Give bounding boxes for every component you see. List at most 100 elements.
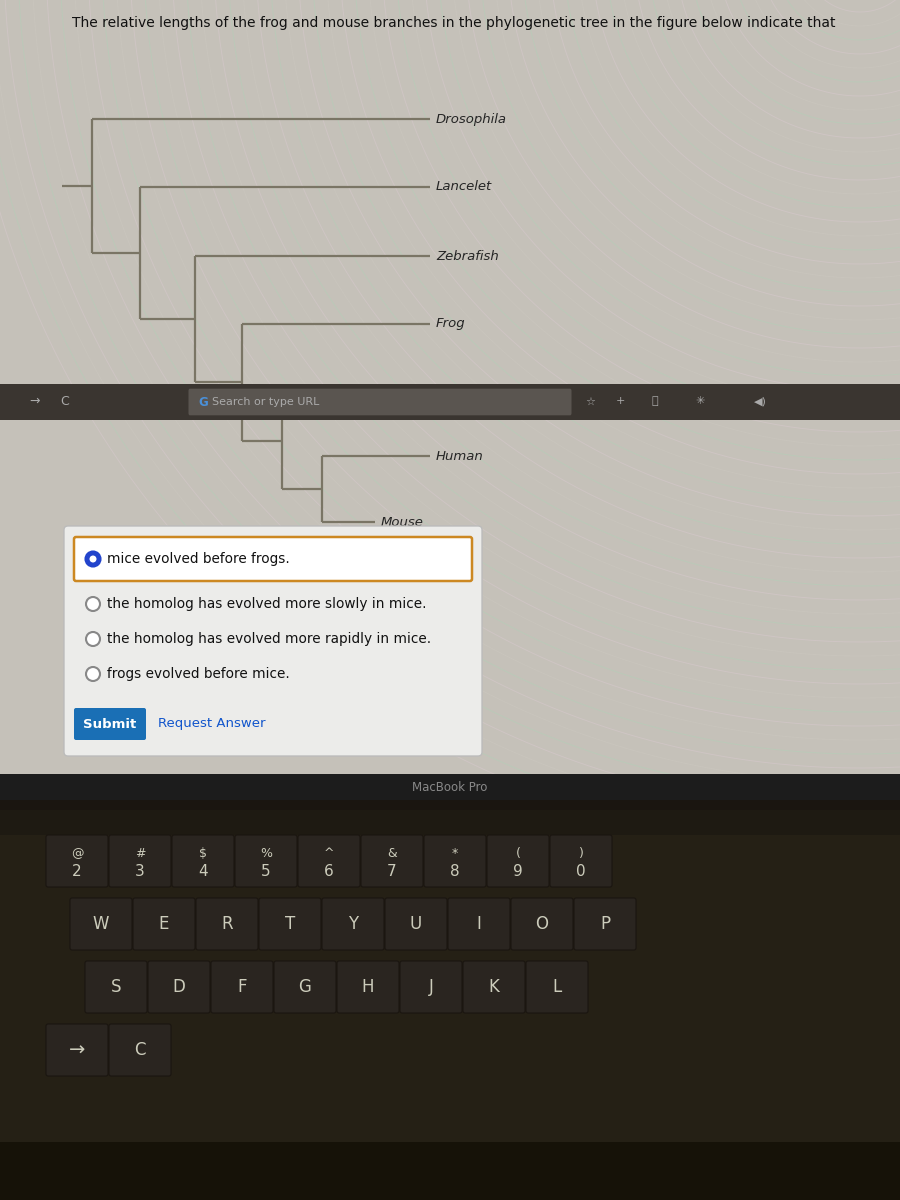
Circle shape xyxy=(86,552,101,566)
Bar xyxy=(0,1142,900,1200)
Text: Mouse: Mouse xyxy=(381,516,424,528)
FancyBboxPatch shape xyxy=(74,708,146,740)
Text: 3: 3 xyxy=(135,864,145,880)
FancyBboxPatch shape xyxy=(85,961,147,1013)
Text: Human: Human xyxy=(436,450,484,462)
FancyBboxPatch shape xyxy=(400,961,462,1013)
Text: 0: 0 xyxy=(576,864,586,880)
Text: Request Answer: Request Answer xyxy=(158,718,266,731)
Text: Drosophila: Drosophila xyxy=(436,113,507,126)
Text: 2: 2 xyxy=(72,864,82,880)
Text: Lancelet: Lancelet xyxy=(436,180,492,193)
FancyBboxPatch shape xyxy=(46,835,108,887)
Text: E: E xyxy=(158,914,169,934)
Text: 8: 8 xyxy=(450,864,460,880)
FancyBboxPatch shape xyxy=(424,835,486,887)
Circle shape xyxy=(86,632,100,646)
FancyBboxPatch shape xyxy=(526,961,588,1013)
Text: ☆: ☆ xyxy=(585,396,595,407)
Text: ): ) xyxy=(579,847,583,860)
Text: Zebrafish: Zebrafish xyxy=(436,250,499,263)
FancyBboxPatch shape xyxy=(109,835,171,887)
Text: 9: 9 xyxy=(513,864,523,880)
FancyBboxPatch shape xyxy=(574,898,636,950)
FancyBboxPatch shape xyxy=(448,898,510,950)
Text: C: C xyxy=(60,395,69,408)
Text: Frog: Frog xyxy=(436,318,465,330)
Text: Chicken: Chicken xyxy=(436,385,489,398)
Text: I: I xyxy=(477,914,482,934)
Text: MacBook Pro: MacBook Pro xyxy=(412,781,488,793)
FancyBboxPatch shape xyxy=(463,961,525,1013)
Text: R: R xyxy=(221,914,233,934)
Text: the homolog has evolved more rapidly in mice.: the homolog has evolved more rapidly in … xyxy=(107,632,431,646)
Text: ◀): ◀) xyxy=(753,396,767,407)
Text: #: # xyxy=(135,847,145,860)
Text: U: U xyxy=(410,914,422,934)
Text: Search or type URL: Search or type URL xyxy=(212,397,320,407)
FancyBboxPatch shape xyxy=(74,538,472,581)
Text: mice evolved before frogs.: mice evolved before frogs. xyxy=(107,552,290,566)
FancyBboxPatch shape xyxy=(235,835,297,887)
FancyBboxPatch shape xyxy=(361,835,423,887)
FancyBboxPatch shape xyxy=(322,898,384,950)
Text: Y: Y xyxy=(348,914,358,934)
FancyBboxPatch shape xyxy=(172,835,234,887)
Text: frogs evolved before mice.: frogs evolved before mice. xyxy=(107,667,290,680)
FancyBboxPatch shape xyxy=(188,389,572,415)
Text: 4: 4 xyxy=(198,864,208,880)
Text: →: → xyxy=(30,395,40,408)
Text: S: S xyxy=(111,978,122,996)
Text: D: D xyxy=(173,978,185,996)
Text: O: O xyxy=(536,914,548,934)
FancyBboxPatch shape xyxy=(274,961,336,1013)
Text: $: $ xyxy=(199,847,207,860)
Text: (: ( xyxy=(516,847,520,860)
Text: The relative lengths of the frog and mouse branches in the phylogenetic tree in : The relative lengths of the frog and mou… xyxy=(72,16,835,30)
Text: K: K xyxy=(489,978,500,996)
FancyBboxPatch shape xyxy=(109,1024,171,1076)
Circle shape xyxy=(86,667,100,680)
Text: →: → xyxy=(68,1040,86,1060)
Text: T: T xyxy=(285,914,295,934)
Text: &: & xyxy=(387,847,397,860)
Text: Submit: Submit xyxy=(84,718,137,731)
Text: 〈: 〈 xyxy=(652,396,658,407)
FancyBboxPatch shape xyxy=(70,898,132,950)
Circle shape xyxy=(89,556,96,563)
Text: ✳: ✳ xyxy=(696,396,705,407)
Text: @: @ xyxy=(71,847,83,860)
FancyBboxPatch shape xyxy=(487,835,549,887)
Text: 6: 6 xyxy=(324,864,334,880)
FancyBboxPatch shape xyxy=(196,898,258,950)
Text: ^: ^ xyxy=(324,847,334,860)
FancyBboxPatch shape xyxy=(385,898,447,950)
Text: P: P xyxy=(600,914,610,934)
FancyBboxPatch shape xyxy=(211,961,273,1013)
Text: 7: 7 xyxy=(387,864,397,880)
FancyBboxPatch shape xyxy=(259,898,321,950)
Text: 5: 5 xyxy=(261,864,271,880)
FancyBboxPatch shape xyxy=(133,898,195,950)
Bar xyxy=(0,835,900,1145)
FancyBboxPatch shape xyxy=(148,961,210,1013)
Text: %: % xyxy=(260,847,272,860)
Text: C: C xyxy=(134,1040,146,1058)
Text: +: + xyxy=(616,396,625,407)
Text: H: H xyxy=(362,978,374,996)
FancyBboxPatch shape xyxy=(337,961,399,1013)
FancyBboxPatch shape xyxy=(511,898,573,950)
Text: F: F xyxy=(238,978,247,996)
Text: G: G xyxy=(299,978,311,996)
Text: L: L xyxy=(553,978,562,996)
Text: W: W xyxy=(93,914,109,934)
Text: *: * xyxy=(452,847,458,860)
FancyBboxPatch shape xyxy=(46,1024,108,1076)
Text: J: J xyxy=(428,978,434,996)
Text: G: G xyxy=(198,396,208,408)
FancyBboxPatch shape xyxy=(64,526,482,756)
Circle shape xyxy=(86,596,100,611)
Text: the homolog has evolved more slowly in mice.: the homolog has evolved more slowly in m… xyxy=(107,596,427,611)
FancyBboxPatch shape xyxy=(550,835,612,887)
FancyBboxPatch shape xyxy=(298,835,360,887)
